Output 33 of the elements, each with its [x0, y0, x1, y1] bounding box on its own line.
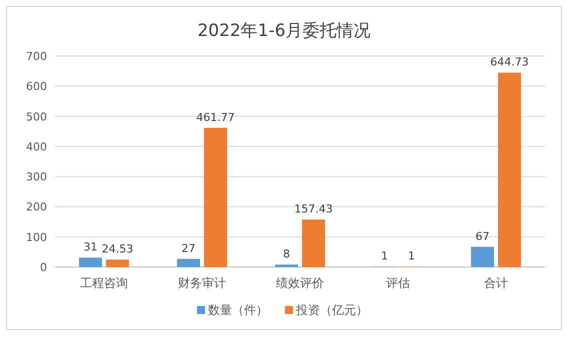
x-tick-label: 绩效评价	[276, 276, 324, 290]
y-tick-label: 700	[26, 50, 47, 63]
y-tick-label: 0	[40, 261, 47, 274]
bar	[498, 72, 521, 267]
bar	[204, 128, 227, 267]
y-tick-label: 400	[26, 140, 47, 154]
chart-title: 2022年1-6月委托情况	[197, 21, 371, 41]
bar	[177, 258, 200, 267]
data-label: 461.77	[196, 110, 235, 124]
x-tick-label: 评估	[386, 276, 410, 290]
data-label: 157.43	[294, 202, 333, 216]
data-label: 1	[408, 250, 415, 263]
bar	[79, 258, 102, 267]
data-label: 67	[476, 230, 490, 243]
data-label: 31	[84, 240, 98, 254]
data-label: 1	[381, 250, 388, 263]
bar	[471, 246, 494, 267]
y-tick-label: 300	[26, 170, 47, 184]
legend-label: 数量（件）	[208, 303, 268, 317]
x-tick-label: 财务审计	[178, 276, 226, 290]
y-tick-label: 500	[26, 110, 47, 124]
bar	[106, 260, 129, 267]
y-tick-label: 600	[26, 80, 47, 94]
data-label: 24.53	[102, 242, 134, 256]
x-tick-label: 工程咨询	[80, 276, 128, 290]
bar	[302, 220, 325, 267]
y-tick-label: 200	[26, 200, 47, 214]
data-label: 8	[283, 248, 290, 261]
x-tick-label: 合计	[484, 276, 508, 290]
legend-label: 投资（亿元）	[295, 303, 368, 317]
data-label: 644.73	[490, 56, 529, 69]
y-tick-label: 100	[26, 230, 47, 244]
data-label: 27	[182, 242, 196, 255]
